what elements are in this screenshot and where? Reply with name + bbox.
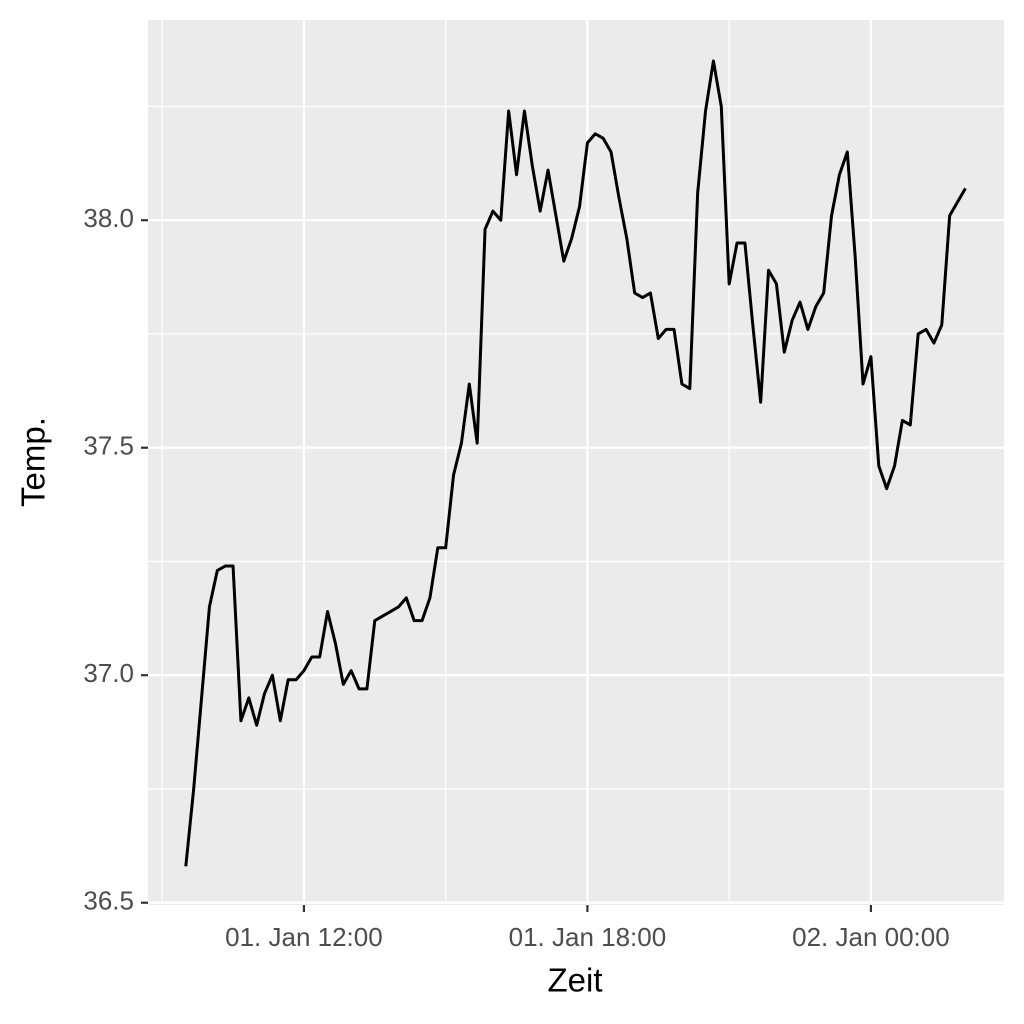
y-axis-title: Temp. (15, 417, 52, 507)
y-tick-label: 38.0 (83, 203, 134, 233)
y-tick-label: 37.5 (83, 431, 134, 461)
panel (148, 20, 1004, 905)
x-axis-title: Zeit (547, 962, 602, 999)
grid (148, 20, 1004, 905)
x-tick-label: 01. Jan 12:00 (225, 922, 383, 952)
x-tick-label: 01. Jan 18:00 (509, 922, 667, 952)
y-tick-label: 36.5 (83, 886, 134, 916)
y-tick-label: 37.0 (83, 658, 134, 688)
line (184, 59, 967, 867)
x-tick-label: 02. Jan 00:00 (792, 922, 950, 952)
